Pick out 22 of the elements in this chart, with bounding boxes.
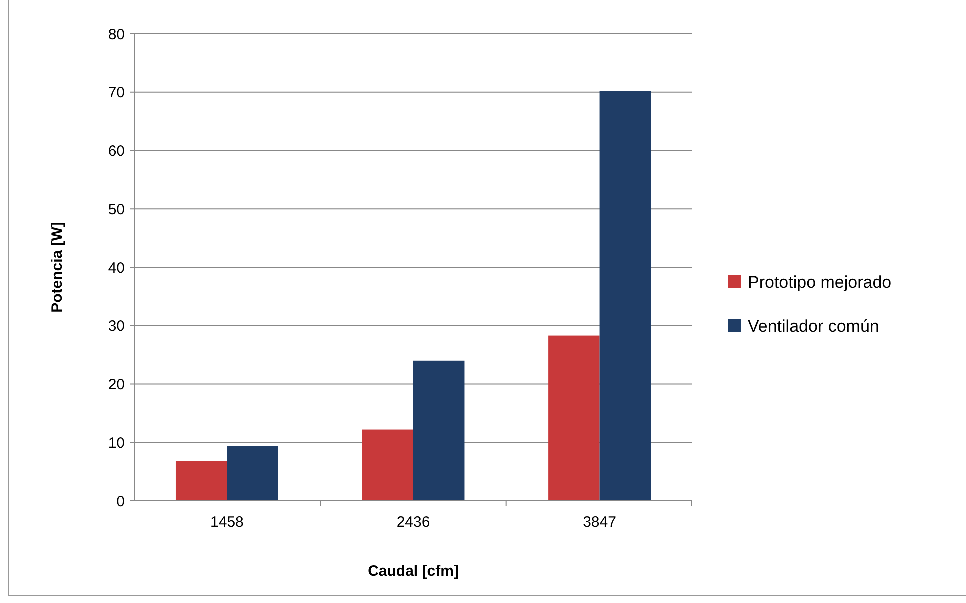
bar bbox=[548, 336, 600, 501]
y-tick-label: 30 bbox=[108, 318, 125, 336]
y-tick-label: 50 bbox=[108, 201, 125, 218]
bar bbox=[176, 461, 228, 501]
bar bbox=[414, 360, 465, 501]
x-tick-label: 1458 bbox=[210, 514, 244, 531]
bar bbox=[600, 91, 652, 501]
y-tick-label: 70 bbox=[108, 84, 125, 102]
legend-label: Prototipo mejorado bbox=[748, 272, 892, 292]
y-tick-label: 10 bbox=[108, 434, 125, 452]
bar bbox=[362, 430, 414, 501]
x-axis-title: Caudal [cfm] bbox=[368, 563, 459, 580]
y-tick-label: 20 bbox=[108, 376, 125, 394]
bar bbox=[227, 446, 278, 501]
y-tick-label: 80 bbox=[108, 26, 125, 44]
legend-label: Ventilador común bbox=[748, 316, 880, 336]
y-axis-title: Potencia [W] bbox=[49, 222, 66, 313]
y-tick-label: 40 bbox=[108, 260, 125, 277]
y-tick-label: 0 bbox=[116, 493, 125, 510]
x-tick-label: 2436 bbox=[396, 514, 430, 531]
y-tick-label: 60 bbox=[108, 143, 125, 160]
x-tick-label: 3847 bbox=[583, 514, 616, 531]
